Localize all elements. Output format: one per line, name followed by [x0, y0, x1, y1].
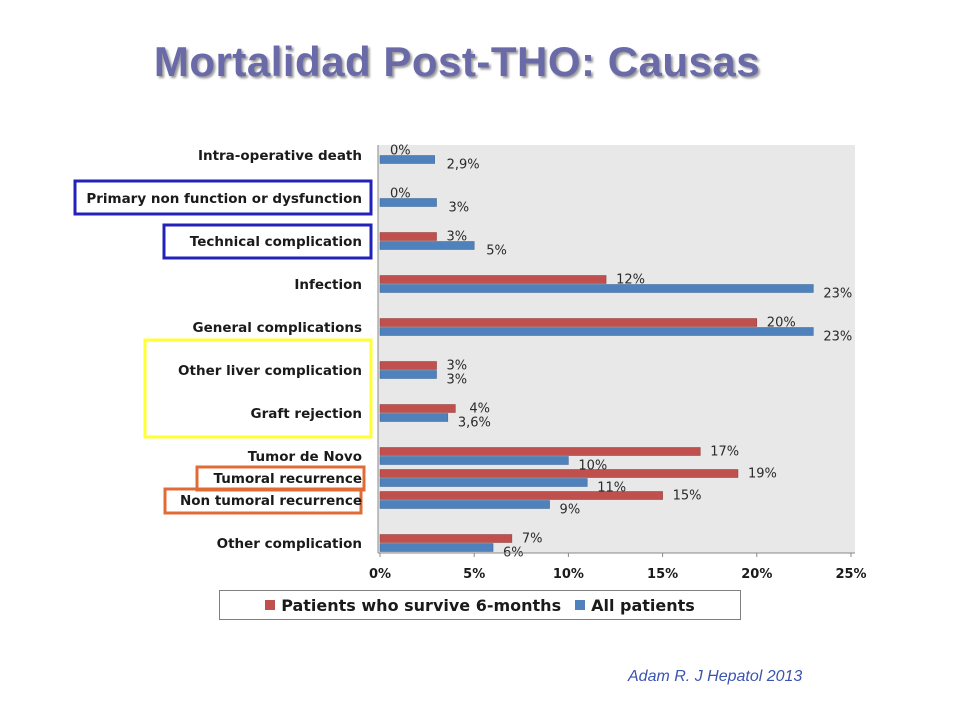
legend-entry-all: All patients — [575, 596, 695, 615]
legend-swatch-all — [575, 600, 586, 610]
value-label-all-patients: 3% — [447, 373, 468, 388]
bar-survivors — [379, 361, 437, 370]
value-label-survivors: 4% — [469, 402, 490, 417]
value-label-all-patients: 10% — [578, 459, 607, 474]
x-tick-label: 10% — [553, 567, 584, 582]
value-label-survivors: 0% — [390, 187, 411, 202]
value-label-all-patients: 5% — [486, 244, 507, 259]
x-tick-label: 5% — [463, 567, 485, 582]
legend: Patients who survive 6-months All patien… — [219, 590, 741, 620]
bar-all-patients — [379, 327, 814, 336]
x-tick-label: 25% — [835, 567, 866, 582]
bar-survivors — [379, 469, 739, 478]
x-tick-label: 20% — [741, 567, 772, 582]
slide-title: Mortalidad Post-THO: Causas — [153, 38, 761, 85]
citation: Adam R. J Hepatol 2013 — [628, 668, 803, 685]
category-labels: Intra-operative death Primary non functio… — [86, 148, 362, 552]
bar-all-patients — [379, 198, 437, 207]
category-label: Non tumoral recurrence — [180, 493, 362, 509]
highlight-box-technical-complication — [162, 223, 373, 260]
bar-survivors — [379, 318, 758, 327]
value-label-survivors: 3% — [447, 230, 468, 245]
bar-all-patients — [379, 478, 588, 487]
value-labels: 0%0%3%12%20%3%4%17%19%15%7%2,9%3%5%23%23… — [390, 144, 852, 561]
category-label: Tumor de Novo — [248, 449, 362, 465]
bar-all-patients — [379, 155, 435, 164]
value-label-all-patients: 3,6% — [458, 416, 491, 431]
bar-survivors — [379, 447, 701, 456]
bar-all-patients — [379, 241, 475, 250]
bars — [379, 155, 814, 552]
category-label: Graft rejection — [251, 406, 362, 422]
value-label-survivors: 12% — [616, 273, 645, 288]
legend-entry-survivors: Patients who survive 6-months — [265, 596, 561, 615]
category-label: Primary non function or dysfunction — [86, 191, 362, 207]
category-label: Intra-operative death — [198, 148, 362, 164]
legend-swatch-survivors — [265, 600, 276, 610]
value-label-all-patients: 11% — [597, 481, 626, 496]
value-label-all-patients: 3% — [449, 201, 470, 216]
category-label: Tumoral recurrence — [214, 471, 362, 487]
category-label: General complications — [193, 320, 362, 336]
bar-all-patients — [379, 413, 449, 422]
legend-label-all: All patients — [591, 595, 695, 615]
category-label: Other liver complication — [178, 363, 362, 379]
bar-all-patients — [379, 500, 550, 509]
value-label-survivors: 15% — [673, 489, 702, 504]
highlight-boxes — [73, 179, 373, 515]
value-label-survivors: 19% — [748, 467, 777, 482]
legend-label-survivors: Patients who survive 6-months — [281, 595, 562, 615]
value-label-survivors: 3% — [447, 359, 468, 374]
category-label: Infection — [294, 277, 362, 293]
bar-survivors — [379, 534, 513, 543]
highlight-box-liver-graft — [143, 338, 373, 439]
x-tick-label: 15% — [647, 567, 678, 582]
bar-all-patients — [379, 370, 437, 379]
category-label: Other complication — [217, 536, 362, 552]
bar-survivors — [379, 404, 456, 413]
value-label-all-patients: 23% — [823, 287, 852, 302]
highlight-box-primary-non-function — [73, 179, 373, 216]
value-label-all-patients: 23% — [823, 330, 852, 345]
x-tick-label: 0% — [369, 567, 391, 582]
bar-all-patients — [379, 284, 814, 293]
value-label-survivors: 0% — [390, 144, 411, 159]
value-label-all-patients: 2,9% — [447, 158, 480, 173]
bar-all-patients — [379, 456, 569, 465]
highlight-box-non-tumoral-recurrence — [163, 487, 363, 515]
value-label-survivors: 17% — [710, 445, 739, 460]
value-label-survivors: 7% — [522, 532, 543, 547]
value-label-all-patients: 9% — [560, 503, 581, 518]
x-axis: 0% 5% 10% 15% 20% 25% — [369, 145, 867, 582]
bar-survivors — [379, 491, 663, 500]
bar-survivors — [379, 275, 607, 284]
bar-all-patients — [379, 543, 494, 552]
bar-survivors — [379, 232, 437, 241]
category-label: Technical complication — [190, 234, 362, 250]
value-label-survivors: 20% — [767, 316, 796, 331]
